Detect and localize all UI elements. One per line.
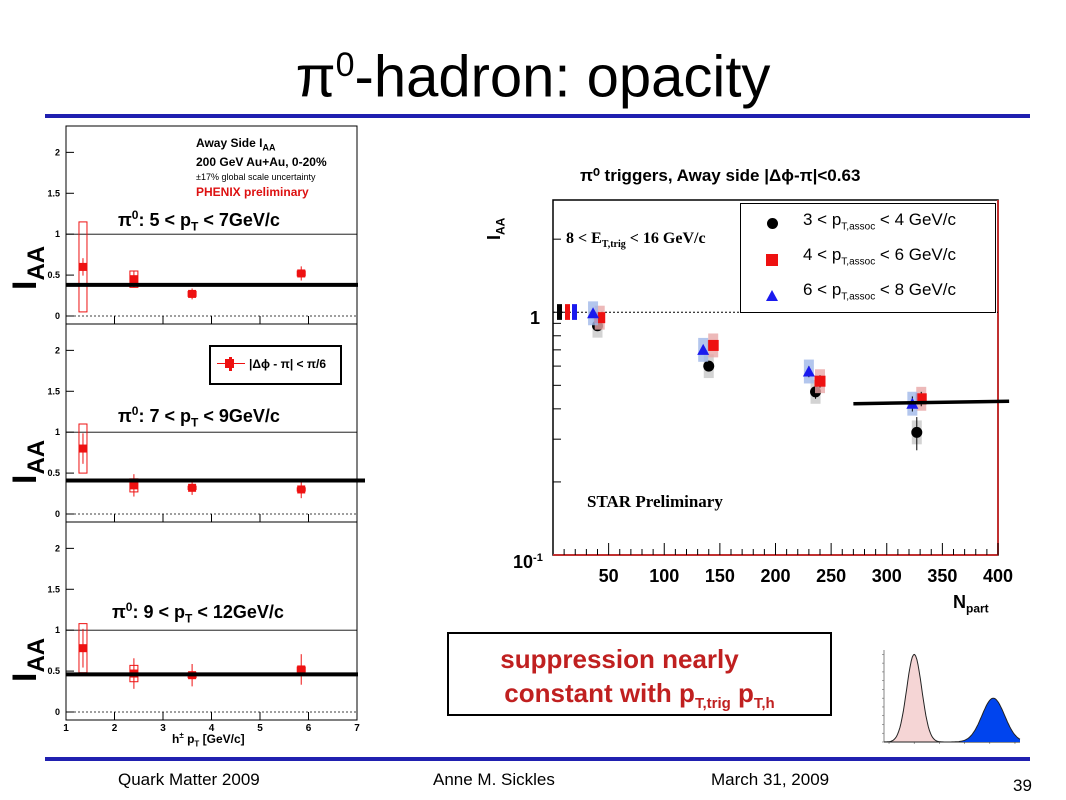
global-uncertainty-bar [565,304,570,320]
xtick-label: 150 [705,566,735,586]
phenix-legend-scale: ±17% global scale uncertainty [196,172,316,183]
star-title: π⁰ triggers, Away side |Δϕ-π|<0.63 [580,166,861,185]
xtick-label: 400 [983,566,1013,586]
phenix-legend-title: Away Side IAA [196,136,276,153]
legend-entry-1: 3 < pT,assoc < 4 GeV/c [803,210,956,233]
legend-triangle-icon [766,290,778,301]
legend-entry-3: 6 < pT,assoc < 8 GeV/c [803,280,956,303]
phenix-xlabel: h± pT [GeV/c] [172,731,245,749]
ytick-label: 1.5 [47,386,60,396]
data-point [911,426,923,438]
global-uncertainty-bar [557,304,562,320]
note-box [447,632,832,716]
ytick-label: 0 [55,707,60,717]
star-ytick-low: 10-1 [513,552,543,572]
xtick-label: 5 [257,723,263,734]
footer-date: March 31, 2009 [711,770,830,789]
data-point [814,375,826,387]
inset-near-peak [884,654,1020,742]
ytick-label: 0.5 [47,270,60,280]
data-point [129,275,138,284]
panel1-label: π0: 5 < pT < 7GeV/c [118,208,280,234]
phenix-window-box: |Δϕ - π| < π/6 [209,345,342,385]
ytick-label: 1 [55,229,60,239]
star-prelim: STAR Preliminary [587,492,723,511]
xtick-label: 200 [760,566,790,586]
inset-away-peak [884,698,1020,742]
panel3-label: π0: 9 < pT < 12GeV/c [112,600,284,626]
ytick-label: 0.5 [47,468,60,478]
xtick-label: 50 [599,566,619,586]
data-point [707,339,719,351]
legend-entry-2: 4 < pT,assoc < 6 GeV/c [803,245,956,268]
footer-page: 39 [1013,776,1032,795]
phenix-window-label: |Δϕ - π| < π/6 [249,357,327,371]
data-point [297,269,306,278]
phenix-legend: Away Side IAA 200 GeV Au+Au, 0-20% ±17% … [196,136,327,200]
data-point [297,665,306,674]
ytick-label: 2 [55,345,60,355]
fit-line [853,399,1010,406]
xtick-label: 300 [872,566,902,586]
xtick-label: 100 [649,566,679,586]
ytick-label: 0 [55,311,60,321]
star-ytick-one: 1 [530,308,541,328]
title-rule [45,114,1030,118]
inset-curve [884,697,1021,743]
data-point [587,307,600,319]
data-point [129,481,138,490]
panel2-label: π0: 7 < pT < 9GeV/c [118,404,280,430]
data-point [297,485,306,494]
legend-circle-icon [767,218,778,229]
legend-square-icon [766,254,778,266]
note-line-2: constant with pT,trig pT,h [504,678,775,713]
data-point [78,444,87,453]
data-point [188,483,197,492]
note-line-1: suppression nearly [500,644,739,674]
data-point [802,365,815,377]
star-trigger-range: 8 < ET,trig < 16 GeV/c [566,230,706,251]
star-legend: 3 < pT,assoc < 4 GeV/c 4 < pT,assoc < 6 … [740,203,996,313]
global-uncertainty-bar [572,304,577,320]
ytick-label: 2 [55,543,60,553]
xtick-label: 6 [306,723,312,734]
xtick-label: 2 [112,723,118,734]
data-point [78,262,87,271]
ytick-label: 1 [55,427,60,437]
data-point [78,644,87,653]
data-point [188,289,197,298]
xtick-label: 350 [927,566,957,586]
footer-author: Anne M. Sickles [433,770,555,789]
slide-title: π0-hadron: opacity [295,44,771,110]
star-xlabel: Npart [953,592,989,616]
footer-rule [45,757,1030,761]
data-point [915,393,927,405]
phenix-legend-prelim: PHENIX preliminary [196,185,309,200]
ytick-label: 0.5 [47,666,60,676]
data-point [594,312,606,324]
data-point [703,360,715,372]
ytick-label: 1.5 [47,584,60,594]
ytick-label: 2 [55,147,60,157]
xtick-label: 250 [816,566,846,586]
xtick-label: 7 [354,723,360,734]
xtick-label: 3 [160,723,166,734]
ytick-label: 0 [55,509,60,519]
ytick-label: 1 [55,625,60,635]
phenix-legend-energy: 200 GeV Au+Au, 0-20% [196,155,327,170]
footer-conference: Quark Matter 2009 [118,770,260,789]
xtick-label: 1 [63,723,69,734]
ytick-label: 1.5 [47,188,60,198]
data-point [697,343,710,355]
xtick-label: 4 [209,723,215,734]
